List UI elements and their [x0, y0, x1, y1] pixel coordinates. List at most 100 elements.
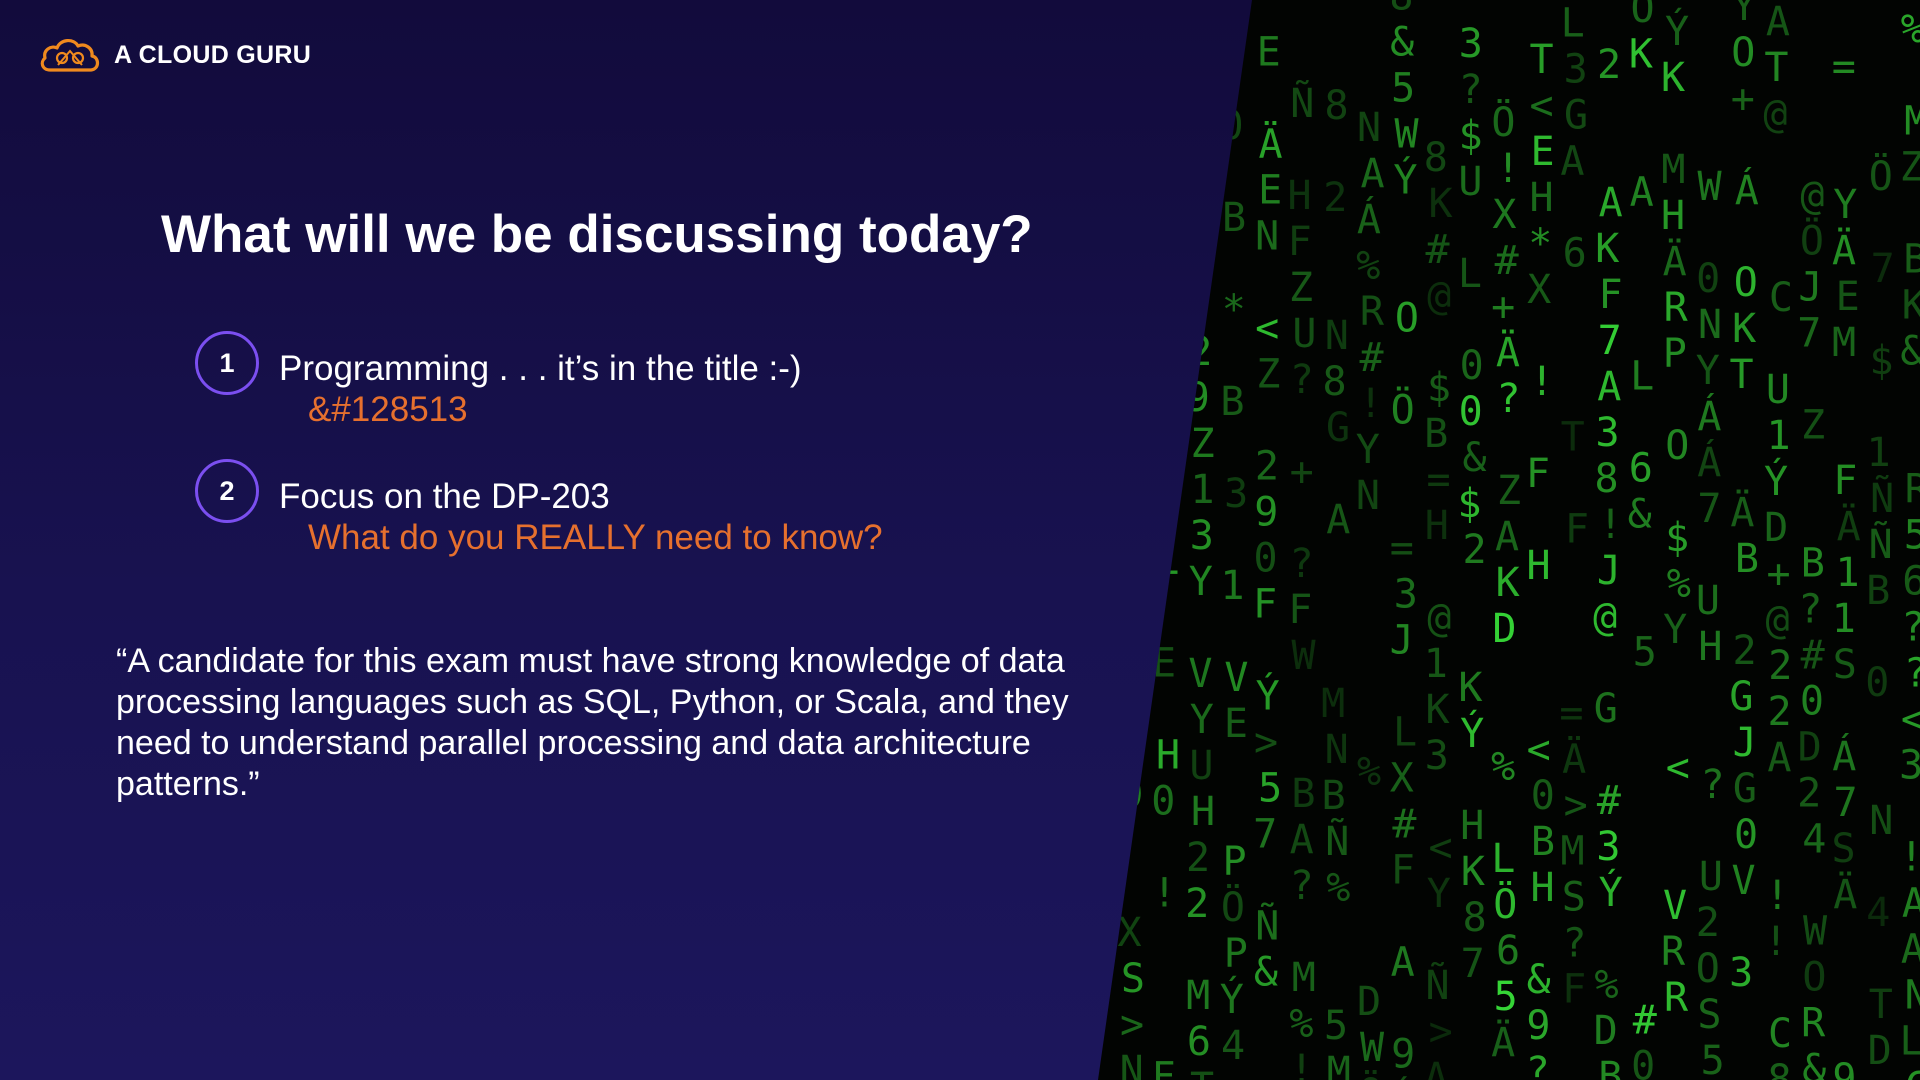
- matrix-glyph: 1: [1424, 641, 1448, 687]
- matrix-glyph: !: [1599, 502, 1623, 548]
- matrix-glyph: Y: [1189, 559, 1213, 605]
- matrix-glyph: Ý: [1256, 671, 1280, 719]
- matrix-glyph: Ä: [1259, 119, 1283, 167]
- matrix-glyph: Ö: [1869, 152, 1893, 200]
- matrix-glyph: %: [1357, 749, 1381, 795]
- matrix-glyph: !: [1899, 835, 1920, 881]
- agenda-number-badge: 2: [195, 459, 259, 523]
- matrix-glyph: <: [1527, 727, 1551, 773]
- matrix-glyph: 2: [1871, 1074, 1895, 1080]
- matrix-glyph: +: [1491, 284, 1515, 330]
- matrix-glyph: W: [1360, 1025, 1385, 1071]
- matrix-glyph: 4: [1802, 817, 1826, 863]
- matrix-glyph: %: [1326, 865, 1350, 911]
- matrix-glyph: X: [1118, 910, 1142, 956]
- matrix-glyph: N: [1905, 973, 1920, 1019]
- matrix-glyph: F: [1288, 219, 1312, 265]
- matrix-glyph: Ñ: [1255, 901, 1279, 949]
- matrix-glyph: B: [1801, 541, 1825, 587]
- matrix-glyph: F: [1152, 1054, 1176, 1080]
- matrix-glyph: H: [1156, 732, 1180, 778]
- matrix-glyph: Ä: [1156, 0, 1180, 42]
- matrix-glyph: Ö: [1221, 883, 1245, 931]
- matrix-glyph: E: [1258, 167, 1282, 213]
- matrix-glyph: 2: [1768, 689, 1792, 735]
- matrix-glyph: 3: [1459, 21, 1483, 67]
- matrix-glyph: 6: [1629, 446, 1653, 492]
- matrix-glyph: 6: [1496, 928, 1520, 974]
- matrix-glyph: A: [1902, 881, 1920, 927]
- matrix-glyph: @: [1593, 594, 1617, 640]
- matrix-glyph: Ö: [1491, 98, 1515, 146]
- matrix-glyph: 0: [1118, 680, 1142, 726]
- matrix-glyph: Ö: [1391, 386, 1415, 434]
- matrix-glyph: @: [1800, 173, 1824, 219]
- matrix-glyph: 2: [1597, 42, 1621, 88]
- exam-quote: “A candidate for this exam must have str…: [116, 642, 1069, 803]
- matrix-glyph: %: [1595, 962, 1619, 1008]
- matrix-glyph: Z: [1801, 403, 1825, 449]
- matrix-glyph: Ä: [1496, 328, 1520, 376]
- matrix-glyph: Ñ: [1155, 178, 1179, 226]
- matrix-glyph: X: [1527, 267, 1551, 313]
- matrix-glyph: 7: [1253, 811, 1277, 857]
- matrix-glyph: 5: [1633, 630, 1657, 676]
- matrix-glyph: T: [1730, 352, 1754, 398]
- matrix-glyph: &: [1254, 949, 1278, 995]
- matrix-glyph: F: [1526, 451, 1550, 497]
- matrix-glyph: @: [1765, 597, 1789, 643]
- matrix-glyph: T: [1764, 45, 1788, 91]
- matrix-glyph: 5: [1258, 765, 1282, 811]
- matrix-glyph: F: [1565, 507, 1589, 553]
- matrix-glyph: 8: [1594, 456, 1618, 502]
- matrix-glyph: M: [1661, 147, 1685, 193]
- matrix-glyph: K: [1496, 560, 1520, 606]
- matrix-glyph: 9: [1186, 375, 1210, 421]
- matrix-glyph: 7: [1797, 311, 1821, 357]
- matrix-glyph: Ö: [1800, 217, 1824, 265]
- matrix-glyph: 0: [1696, 256, 1720, 302]
- agenda-item-2: 2 Focus on the DP-203 What do you REALLY…: [195, 459, 883, 559]
- matrix-glyph: 3: [1596, 824, 1620, 870]
- matrix-glyph: V: [1663, 883, 1687, 929]
- matrix-glyph: E: [1119, 634, 1143, 680]
- matrix-glyph: <: [1901, 697, 1920, 743]
- matrix-glyph: 7: [1461, 941, 1485, 987]
- matrix-glyph: Ö: [1493, 880, 1517, 928]
- matrix-glyph: %: [1289, 1001, 1313, 1047]
- matrix-glyph: 0: [1734, 812, 1758, 858]
- matrix-glyph: *: [1528, 221, 1552, 267]
- matrix-glyph: 1: [1832, 596, 1856, 642]
- matrix-glyph: Á: [1697, 438, 1721, 486]
- matrix-glyph: J: [1597, 548, 1621, 594]
- matrix-glyph: %: [1356, 243, 1380, 289]
- matrix-glyph: R: [1360, 289, 1385, 335]
- matrix-glyph: P: [1663, 331, 1687, 377]
- matrix-glyph: U: [1458, 159, 1482, 205]
- matrix-glyph: 0: [1254, 535, 1278, 581]
- matrix-glyph: O: [1696, 946, 1720, 992]
- matrix-glyph: P: [1223, 839, 1247, 885]
- matrix-glyph: Ñ: [1870, 474, 1894, 522]
- matrix-glyph: Ñ: [1290, 79, 1314, 127]
- matrix-glyph: J: [1390, 618, 1414, 664]
- matrix-glyph: %: [1491, 744, 1515, 790]
- matrix-glyph: B: [1220, 379, 1244, 425]
- matrix-glyph: M: [1560, 829, 1584, 875]
- matrix-glyph: <: [1529, 83, 1553, 129]
- matrix-glyph: ?: [1119, 174, 1143, 220]
- matrix-glyph: +: [1155, 548, 1179, 594]
- matrix-glyph: T: [1869, 982, 1893, 1028]
- matrix-glyph: 7: [1697, 486, 1721, 532]
- matrix-glyph: 5: [1904, 513, 1920, 559]
- matrix-glyph: N: [1357, 105, 1381, 151]
- matrix-glyph: M: [1832, 320, 1856, 366]
- matrix-glyph: 7: [1598, 318, 1622, 364]
- matrix-glyph: $: [1457, 481, 1481, 527]
- matrix-glyph: O: [1395, 296, 1419, 342]
- matrix-glyph: B: [1291, 771, 1315, 817]
- matrix-glyph: >: [1254, 719, 1278, 765]
- matrix-glyph: 3: [1425, 733, 1449, 779]
- matrix-glyph: S: [1833, 642, 1857, 688]
